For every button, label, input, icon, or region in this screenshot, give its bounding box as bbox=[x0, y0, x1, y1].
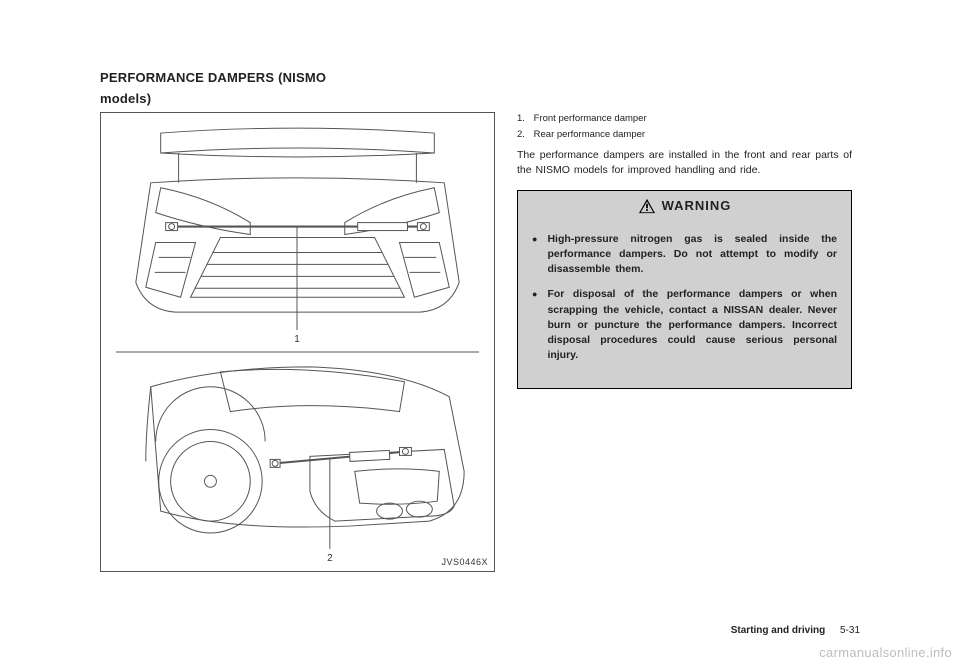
legend-num: 2. bbox=[517, 128, 531, 142]
legend-item: 1. Front performance damper bbox=[517, 112, 852, 126]
warning-title: WARNING bbox=[662, 197, 732, 216]
figure-column: 1 bbox=[100, 112, 495, 572]
warning-bullet: ● High-pressure nitrogen gas is sealed i… bbox=[532, 232, 837, 278]
legend-text: Rear performance damper bbox=[534, 129, 645, 140]
footer-page-number: 5-31 bbox=[840, 625, 860, 636]
legend-text: Front performance damper bbox=[534, 113, 647, 124]
watermark: carmanualsonline.info bbox=[819, 645, 952, 660]
figure-id: JVS0446X bbox=[441, 557, 488, 567]
warning-triangle-icon bbox=[638, 198, 656, 214]
technical-figure: 1 bbox=[100, 112, 495, 572]
bullet-dot-icon: ● bbox=[532, 232, 537, 278]
heading-line1: PERFORMANCE DAMPERS (NISMO bbox=[100, 70, 860, 85]
text-column: 1. Front performance damper 2. Rear perf… bbox=[517, 112, 852, 572]
warning-bullet: ● For disposal of the performance damper… bbox=[532, 287, 837, 363]
callout-2-label: 2 bbox=[327, 553, 333, 564]
bullet-dot-icon: ● bbox=[532, 287, 537, 363]
body-paragraph: The performance dampers are installed in… bbox=[517, 148, 852, 178]
warning-heading: WARNING bbox=[518, 191, 851, 222]
warning-body: ● High-pressure nitrogen gas is sealed i… bbox=[518, 222, 851, 388]
heading-line2: models) bbox=[100, 91, 860, 106]
warning-box: WARNING ● High-pressure nitrogen gas is … bbox=[517, 190, 852, 389]
footer-section: Starting and driving bbox=[731, 625, 825, 636]
page-footer: Starting and driving 5-31 bbox=[731, 625, 860, 636]
legend-num: 1. bbox=[517, 112, 531, 126]
figure-legend: 1. Front performance damper 2. Rear perf… bbox=[517, 112, 852, 142]
callout-1-label: 1 bbox=[294, 334, 300, 345]
content-columns: 1 bbox=[100, 112, 860, 572]
warning-bullet-text: For disposal of the performance dampers … bbox=[547, 287, 837, 363]
section-heading: PERFORMANCE DAMPERS (NISMO models) bbox=[100, 70, 860, 106]
legend-item: 2. Rear performance damper bbox=[517, 128, 852, 142]
manual-page: PERFORMANCE DAMPERS (NISMO models) bbox=[0, 0, 960, 664]
damper-diagram-svg: 1 bbox=[101, 113, 494, 571]
warning-bullet-text: High-pressure nitrogen gas is sealed ins… bbox=[547, 232, 837, 278]
